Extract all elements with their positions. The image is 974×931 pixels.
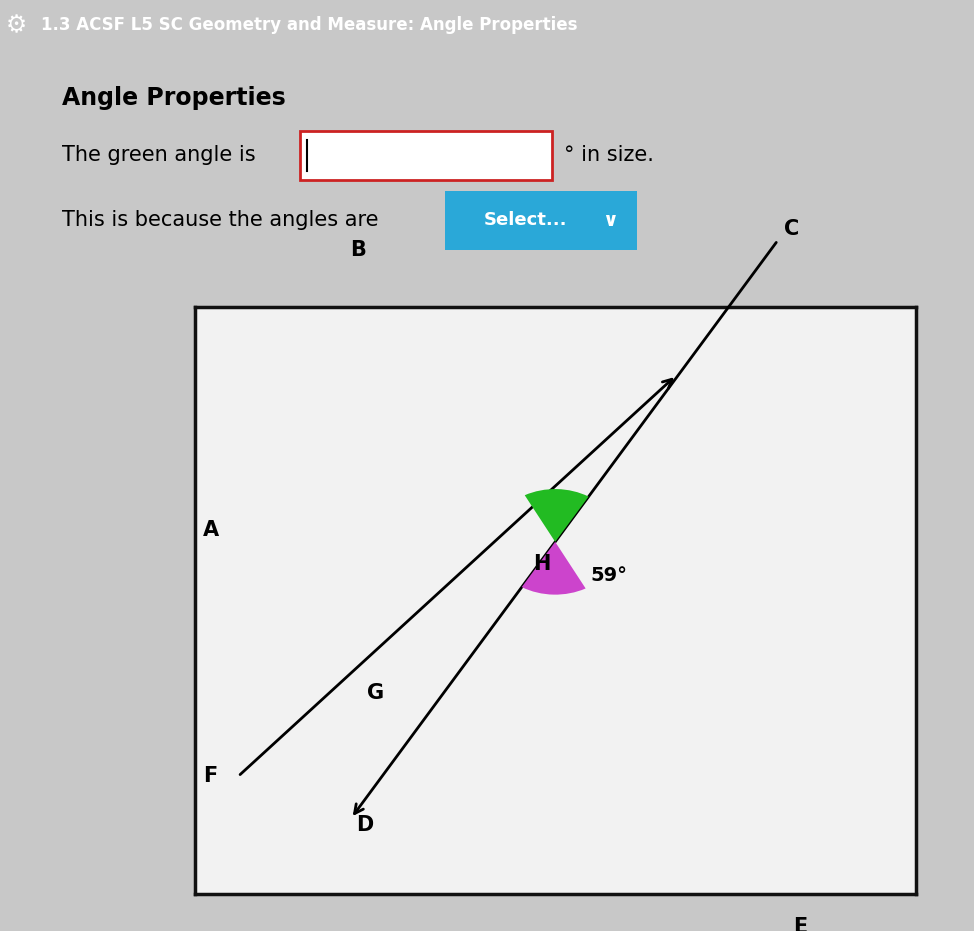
Text: G: G [367, 683, 384, 703]
Text: Select...: Select... [484, 211, 567, 229]
Text: A: A [203, 520, 219, 540]
Text: The green angle is: The green angle is [61, 145, 255, 166]
Text: B: B [350, 240, 365, 261]
Text: H: H [533, 554, 550, 574]
FancyBboxPatch shape [300, 131, 552, 180]
Text: Angle Properties: Angle Properties [61, 87, 285, 110]
Text: 1.3 ACSF L5 SC Geometry and Measure: Angle Properties: 1.3 ACSF L5 SC Geometry and Measure: Ang… [41, 16, 578, 34]
FancyBboxPatch shape [445, 191, 637, 250]
Text: E: E [793, 917, 807, 931]
Text: C: C [784, 219, 800, 239]
Text: ° in size.: ° in size. [564, 145, 654, 166]
Text: ∨: ∨ [602, 210, 618, 230]
Text: This is because the angles are: This is because the angles are [61, 210, 378, 230]
Text: D: D [356, 815, 373, 835]
Text: 59°: 59° [590, 566, 627, 585]
Wedge shape [522, 542, 585, 595]
Wedge shape [525, 489, 588, 542]
Text: F: F [204, 766, 218, 787]
Text: ⚙: ⚙ [6, 13, 27, 37]
